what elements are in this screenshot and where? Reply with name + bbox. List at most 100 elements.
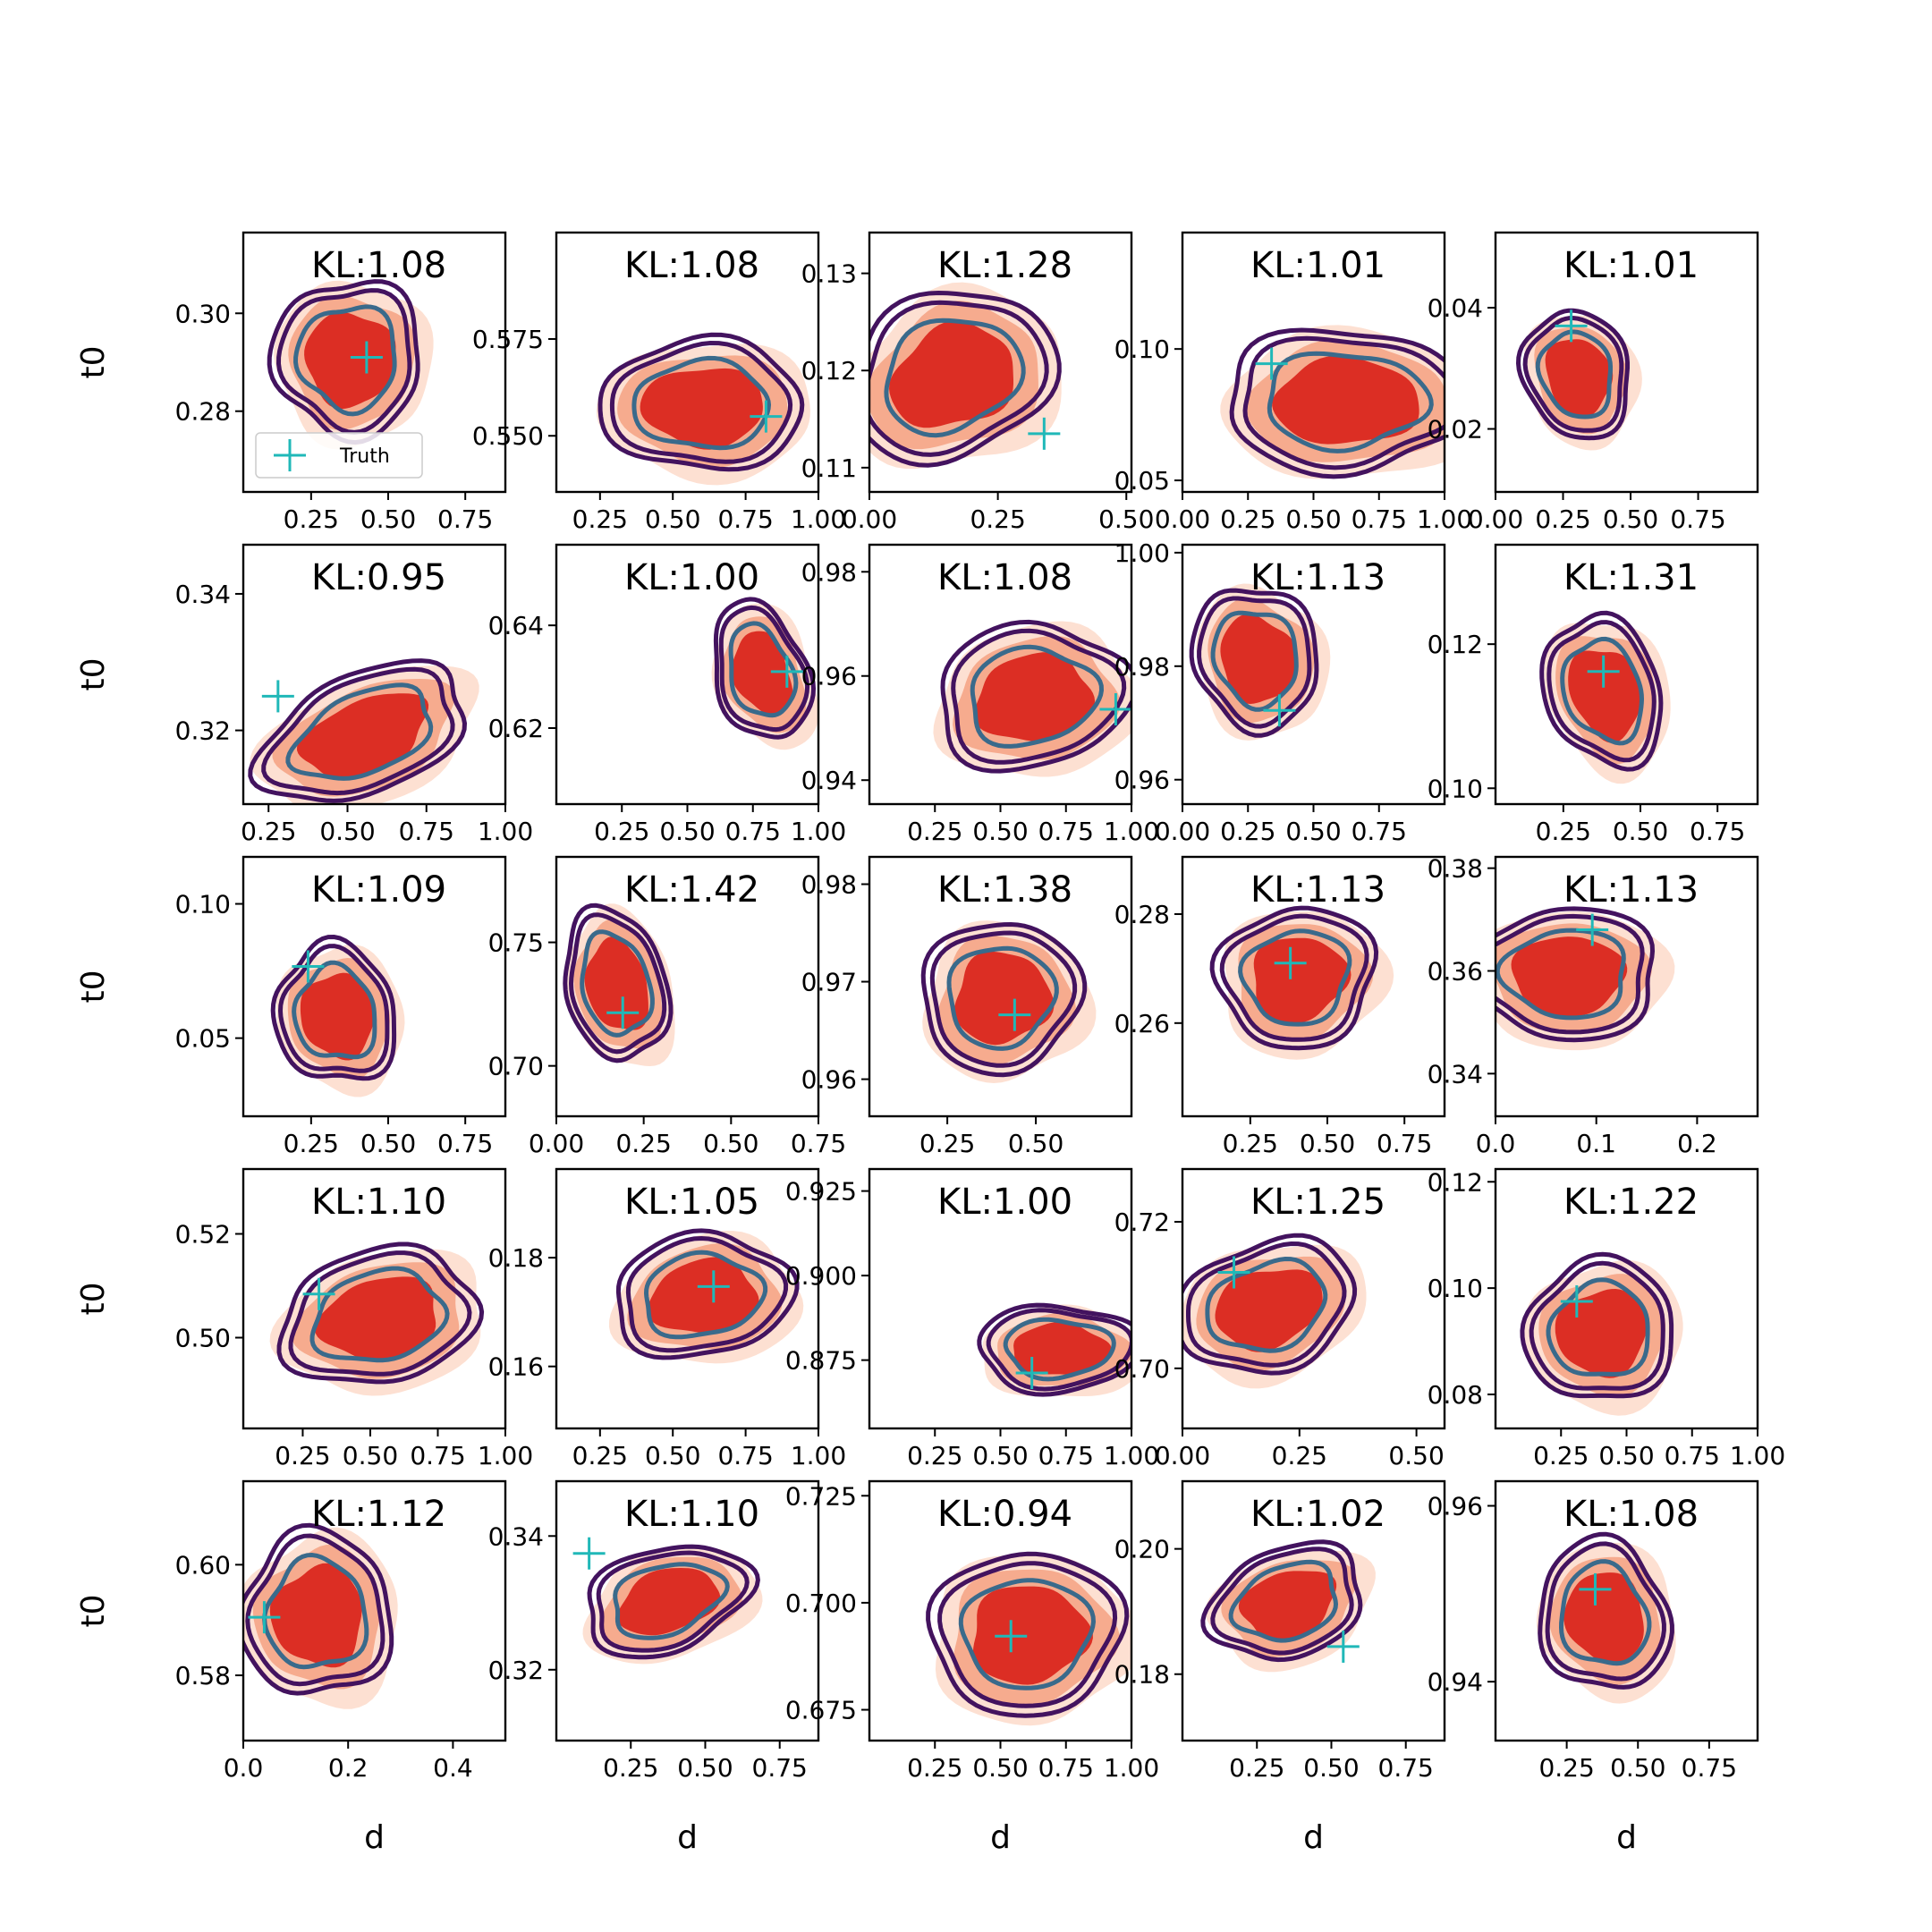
x-tick-label: 0.50 bbox=[360, 1129, 416, 1158]
density-fill-inner bbox=[1563, 1572, 1644, 1665]
density-fill-inner bbox=[1215, 1269, 1323, 1352]
density-contours bbox=[243, 1522, 398, 1709]
kl-label: KL:1.01 bbox=[1563, 245, 1699, 286]
density-fill-inner bbox=[1272, 355, 1419, 445]
x-tick-label: 0.25 bbox=[615, 1129, 671, 1158]
density-fill-inner bbox=[1511, 936, 1628, 1017]
x-tick-label: 0.25 bbox=[572, 1441, 628, 1470]
contour-outer-2 bbox=[245, 1533, 386, 1687]
y-tick-label: 0.05 bbox=[175, 1024, 231, 1054]
kl-label: KL:1.13 bbox=[1250, 869, 1385, 911]
density-contours bbox=[267, 279, 434, 450]
contour-inner bbox=[1228, 1559, 1339, 1643]
density-contours bbox=[869, 282, 1062, 470]
contour-outer-1 bbox=[920, 921, 1088, 1078]
y-tick-label: 0.28 bbox=[175, 397, 231, 427]
y-tick-label: 0.10 bbox=[1428, 1274, 1483, 1303]
contour-outer-1 bbox=[977, 1302, 1131, 1397]
y-tick-label: 0.72 bbox=[1114, 1208, 1170, 1237]
panel-r3-c2: 0.25 0.50 0.75 1.00 0.875 0.900 0.925 KL:1.00 bbox=[785, 1167, 1159, 1470]
panel-frame bbox=[242, 855, 507, 1118]
panel-frame bbox=[1494, 855, 1759, 1118]
density-contours bbox=[1539, 610, 1671, 784]
y-tick-label: 0.900 bbox=[785, 1261, 857, 1291]
contour-outer-2 bbox=[1545, 1541, 1666, 1682]
x-tick-label: 0.25 bbox=[907, 817, 962, 846]
x-tick-label: 0.50 bbox=[1285, 504, 1341, 534]
contour-outer-1 bbox=[1496, 906, 1656, 1043]
y-tick-label: 0.550 bbox=[472, 421, 544, 451]
x-tick-label: 0.50 bbox=[703, 1129, 758, 1158]
density-fill-inner bbox=[297, 693, 429, 779]
y-axis-label: t0 bbox=[75, 345, 112, 378]
panel-r2-c1: 0.00 0.25 0.50 0.75 0.70 0.75 KL:1.42 bbox=[488, 855, 846, 1158]
density-contours bbox=[596, 332, 810, 486]
density-fill-inner bbox=[1013, 1321, 1112, 1375]
kl-label: KL:0.95 bbox=[311, 557, 446, 598]
contour-outer-1 bbox=[1209, 905, 1379, 1051]
x-axis-label: d bbox=[1303, 1819, 1324, 1856]
y-tick-label: 0.34 bbox=[175, 580, 231, 609]
contour-outer-1 bbox=[1520, 1251, 1674, 1399]
panel-r1-c2: 0.25 0.50 0.75 1.00 0.94 0.96 0.98 KL:1.08 bbox=[801, 543, 1159, 846]
panel-r2-c3: 0.25 0.50 0.75 0.26 0.28 KL:1.13 bbox=[1114, 855, 1446, 1158]
x-tick-label: 0.50 bbox=[1285, 817, 1341, 846]
y-tick-label: 0.58 bbox=[175, 1661, 231, 1690]
x-tick-label: 0.00 bbox=[529, 1129, 584, 1158]
x-tick-label: 0.75 bbox=[1378, 1753, 1434, 1783]
x-tick-label: 0.25 bbox=[275, 1441, 330, 1470]
x-tick-label: 0.25 bbox=[1220, 504, 1275, 534]
contour-outer-2 bbox=[1546, 620, 1657, 763]
x-tick-label: 0.25 bbox=[1533, 1441, 1589, 1470]
density-contours bbox=[1200, 1539, 1376, 1673]
density-fill-inner bbox=[300, 972, 375, 1061]
y-tick-label: 0.725 bbox=[785, 1481, 857, 1511]
y-tick-label: 0.94 bbox=[801, 766, 857, 795]
density-fill-inner bbox=[314, 1276, 436, 1361]
x-tick-label: 0.75 bbox=[791, 1129, 846, 1158]
x-tick-label: 0.25 bbox=[1229, 1753, 1284, 1783]
y-tick-label: 0.96 bbox=[1114, 766, 1170, 795]
density-fill-inner bbox=[304, 311, 396, 410]
x-tick-label: 0.75 bbox=[752, 1753, 808, 1783]
contour-inner bbox=[884, 318, 1026, 438]
x-tick-label: 1.00 bbox=[1417, 504, 1472, 534]
panel-r0-c1: 0.25 0.50 0.75 1.00 0.550 0.575 KL:1.08 bbox=[472, 231, 846, 534]
y-tick-label: 0.08 bbox=[1428, 1380, 1483, 1410]
x-tick-label: 1.00 bbox=[478, 817, 533, 846]
panel-r3-c3: 0.00 0.25 0.50 0.70 0.72 KL:1.25 bbox=[1114, 1167, 1446, 1470]
contour-inner bbox=[631, 355, 772, 451]
x-tick-label: 0.00 bbox=[1155, 504, 1210, 534]
truth-marker bbox=[1274, 946, 1307, 979]
kl-label: KL:1.25 bbox=[1250, 1182, 1385, 1223]
density-fill-inner bbox=[889, 320, 1013, 428]
x-tick-label: 0.75 bbox=[1690, 817, 1745, 846]
y-tick-label: 0.02 bbox=[1428, 415, 1483, 445]
y-tick-label: 0.575 bbox=[472, 325, 544, 354]
density-contours bbox=[711, 597, 818, 750]
x-tick-label: 0.75 bbox=[1670, 504, 1725, 534]
panel-r2-c0: 0.25 0.50 0.75 0.05 0.10 KL:1.09 bbox=[175, 855, 507, 1158]
contour-outer-2 bbox=[1197, 596, 1312, 729]
contour-inner bbox=[1003, 1317, 1116, 1382]
x-tick-label: 0.75 bbox=[717, 504, 773, 534]
contour-outer-1 bbox=[597, 332, 805, 472]
contour-inner bbox=[1558, 1559, 1652, 1666]
contour-outer-1 bbox=[1538, 1531, 1674, 1690]
panel-frame bbox=[1181, 1479, 1446, 1742]
y-tick-label: 0.875 bbox=[785, 1346, 857, 1376]
density-contours bbox=[1496, 906, 1675, 1051]
panel-frame bbox=[1494, 543, 1759, 806]
truth-marker bbox=[1255, 347, 1288, 380]
y-tick-label: 0.10 bbox=[1428, 774, 1483, 803]
y-axis-labels: t0 t0 t0 t0 t0 bbox=[75, 345, 112, 1627]
y-tick-label: 0.12 bbox=[801, 356, 857, 386]
density-fill-inner bbox=[1238, 1571, 1337, 1641]
density-contours bbox=[269, 1241, 485, 1396]
y-tick-label: 0.94 bbox=[1428, 1667, 1483, 1697]
y-tick-label: 1.00 bbox=[1114, 538, 1170, 568]
density-fill-inner bbox=[1253, 937, 1352, 1023]
contour-inner bbox=[643, 1250, 768, 1340]
contour-outer-1 bbox=[243, 1522, 394, 1696]
contour-outer-2 bbox=[1522, 316, 1624, 433]
